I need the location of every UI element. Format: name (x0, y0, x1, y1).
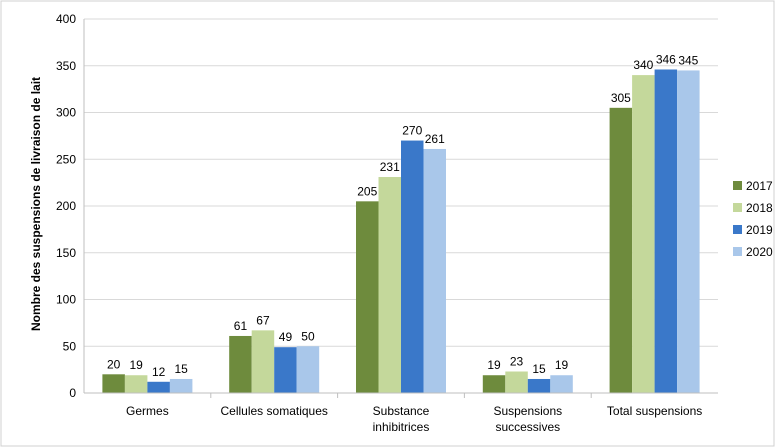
x-category-label-1: Cellules somatiques (221, 404, 328, 418)
legend-swatch-2018 (733, 203, 742, 212)
bar-2017-3 (482, 375, 506, 393)
data-label-2017-1: 61 (234, 319, 248, 333)
data-label-2019-2: 270 (402, 124, 422, 138)
y-tick-label-350: 350 (56, 59, 76, 73)
data-label-2020-0: 15 (174, 362, 188, 376)
bar-2017-0 (102, 374, 125, 393)
axes: 0 50 100 150 200 250 300 350 400 Germes Cellules s… (56, 12, 718, 434)
bar-2020-2 (423, 148, 446, 393)
x-category-label-line: Cellules somatiques (221, 404, 328, 418)
data-label-2019-1: 49 (279, 330, 293, 344)
y-tick-label-100: 100 (56, 293, 76, 307)
data-label-2018-2: 231 (380, 160, 400, 174)
data-label-2017-3: 19 (487, 358, 501, 372)
bar-2020-4 (677, 70, 700, 394)
data-label-2017-2: 205 (357, 184, 377, 198)
y-tick-label-150: 150 (56, 246, 76, 260)
x-category-label-line: inhibitrices (373, 420, 430, 434)
data-label-2020-3: 19 (555, 358, 569, 372)
data-label-2017-4: 305 (611, 91, 631, 105)
bar-2019-0 (147, 381, 170, 393)
x-category-label-line: Substance (373, 404, 430, 418)
x-category-label-line: Total suspensions (607, 404, 702, 418)
legend-swatch-2017 (733, 181, 742, 190)
data-label-2020-2: 261 (425, 132, 445, 146)
x-category-label-line: Suspensions (493, 404, 562, 418)
bar-2019-4 (654, 69, 678, 394)
data-label-2018-1: 67 (256, 313, 270, 327)
bar-2017-4 (609, 107, 633, 393)
legend-label-2018: 2018 (746, 201, 773, 215)
data-label-2020-4: 345 (678, 53, 698, 67)
legend-label-2020: 2020 (746, 245, 773, 259)
data-label-2020-1: 50 (301, 329, 315, 343)
y-tick-label-250: 250 (56, 152, 76, 166)
x-category-label-3: Suspensions successives (493, 404, 562, 434)
bar-2020-0 (169, 378, 193, 393)
data-label-2019-4: 346 (656, 52, 676, 66)
data-label-2019-3: 15 (532, 362, 546, 376)
x-category-label-line: successives (495, 420, 560, 434)
y-tick-label-200: 200 (56, 199, 76, 213)
data-label-2017-0: 20 (107, 357, 121, 371)
legend-swatch-2019 (733, 225, 742, 234)
y-axis-title: Nombre des suspensions de livraison de l… (29, 77, 43, 331)
legend: 2017 2018 2019 2020 (733, 179, 773, 259)
bar-2019-2 (401, 140, 424, 393)
bar-2018-1 (251, 330, 275, 393)
bar-2020-1 (296, 346, 320, 393)
x-category-label-0: Germes (126, 404, 169, 418)
x-category-label-4: Total suspensions (607, 404, 702, 418)
x-category-label-2: Substance inhibitrices (373, 404, 430, 434)
x-category-label-line: Germes (126, 404, 169, 418)
y-tick-label-400: 400 (56, 12, 76, 26)
bar-2019-1 (274, 347, 297, 393)
bar-2017-1 (229, 335, 252, 393)
bar-2020-3 (550, 375, 573, 393)
bars (102, 69, 700, 394)
bar-2017-2 (356, 201, 379, 393)
y-tick-label-50: 50 (63, 339, 77, 353)
bar-2018-4 (632, 75, 655, 393)
bar-2019-3 (527, 378, 551, 393)
y-tick-label-300: 300 (56, 106, 76, 120)
bar-2018-2 (378, 177, 401, 393)
data-label-2018-4: 340 (633, 58, 653, 72)
y-tick-label-0: 0 (69, 386, 76, 400)
legend-label-2017: 2017 (746, 179, 773, 193)
legend-swatch-2020 (733, 247, 742, 256)
legend-label-2019: 2019 (746, 223, 773, 237)
data-label-2018-3: 23 (510, 354, 524, 368)
data-label-2018-0: 19 (129, 358, 143, 372)
bar-2018-3 (505, 371, 528, 393)
data-label-2019-0: 12 (152, 365, 166, 379)
bar-2018-0 (124, 375, 148, 393)
